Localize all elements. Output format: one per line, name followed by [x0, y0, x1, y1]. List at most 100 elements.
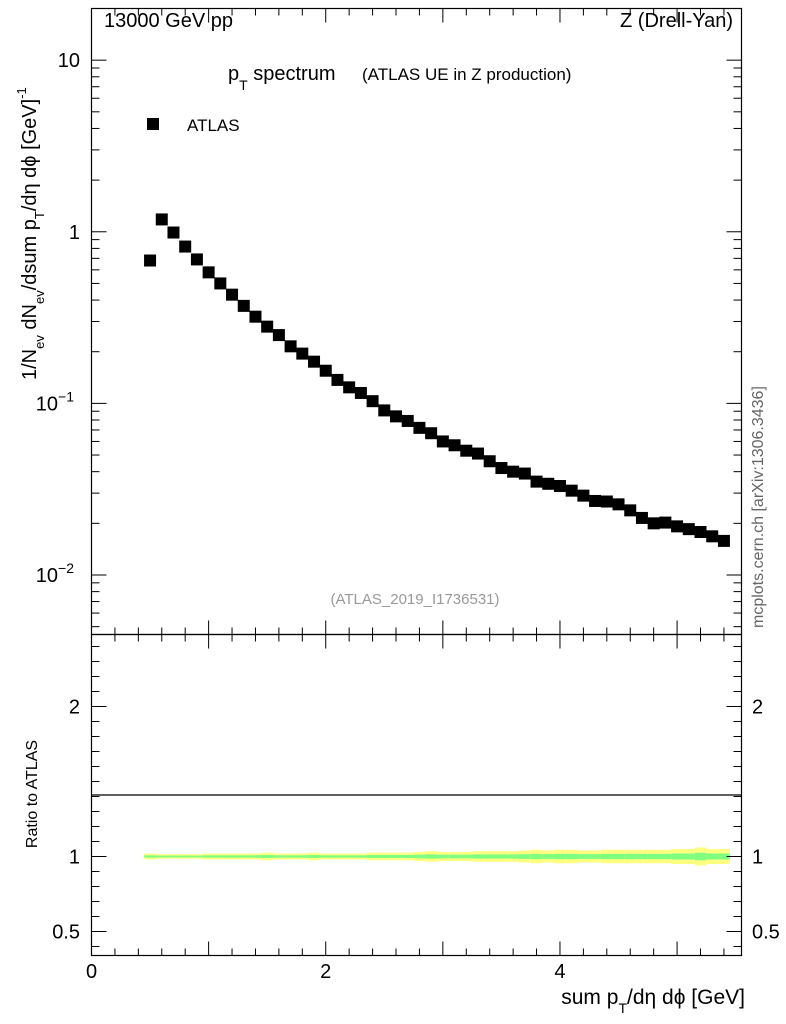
y-tick-label: 1: [69, 222, 80, 244]
ratio-band-inner: [671, 853, 683, 860]
data-point: [647, 517, 660, 530]
data-point: [202, 266, 215, 279]
data-point: [261, 320, 274, 333]
data-point: [413, 421, 426, 434]
ratio-band-inner: [565, 853, 578, 860]
ratio-band-inner: [542, 854, 555, 859]
data-point: [553, 480, 566, 493]
ratio-band-inner: [261, 855, 274, 858]
ratio-band-inner: [226, 855, 238, 858]
data-point: [565, 484, 578, 497]
ratio-band-inner: [718, 853, 730, 860]
ratio-band-inner: [518, 854, 531, 859]
ratio-bands: [144, 847, 730, 866]
data-point: [671, 520, 684, 533]
data-point: [530, 475, 543, 488]
data-point: [144, 254, 157, 267]
analysis-watermark: (ATLAS_2019_I1736531): [330, 591, 499, 608]
y-tick-label-base: 10: [58, 50, 80, 72]
ratio-band-inner: [647, 853, 660, 860]
data-point: [577, 489, 590, 502]
xlabel-a: sum p: [561, 986, 618, 1009]
data-point: [190, 253, 203, 266]
data-point: [518, 467, 531, 480]
ratio-band-inner: [214, 855, 227, 858]
data-point: [214, 277, 227, 290]
data-point: [343, 381, 356, 394]
data-point: [237, 299, 250, 312]
ylabel-c: /dsum p: [19, 219, 41, 290]
ratio-band-inner: [682, 853, 695, 860]
plot-title: pT spectrum: [228, 63, 336, 93]
ylabel-a: 1/N: [19, 349, 41, 380]
ratio-band-inner: [249, 855, 262, 858]
data-point: [390, 410, 403, 423]
data-point: [155, 213, 168, 226]
ylabel-b: dN: [19, 304, 41, 335]
ratio-band-inner: [624, 853, 637, 860]
data-point: [401, 414, 414, 427]
data-point: [460, 444, 473, 457]
process-label: Z (Drell-Yan): [620, 10, 733, 32]
ratio-tick-label-right: 2: [752, 697, 763, 719]
data-point: [366, 395, 379, 408]
data-point: [624, 504, 637, 517]
ratio-tick-label-left: 2: [69, 697, 80, 719]
y-tick-label-base: 10: [36, 393, 58, 415]
plot-subtitle: (ATLAS UE in Z production): [362, 65, 571, 84]
ratio-band-inner: [191, 855, 203, 858]
ylabel-sup: -1: [14, 87, 29, 99]
ratio-band-inner: [425, 854, 437, 859]
data-point: [706, 530, 719, 543]
ratio-band-inner: [343, 855, 356, 858]
y-tick-label-base: 10: [36, 565, 58, 587]
ylabel-d: /dη dϕ [GeV]: [19, 99, 41, 211]
ratio-band-inner: [155, 855, 168, 858]
data-point: [249, 310, 262, 323]
y-axis-title: 1/Nev dNev/dsum pT/dη dϕ [GeV]-1: [14, 87, 47, 380]
data-point: [483, 455, 496, 468]
data-point: [331, 373, 344, 386]
ratio-band-inner: [366, 855, 379, 858]
ratio-band-inner: [460, 854, 473, 859]
ratio-band-inner: [296, 855, 309, 858]
y-tick-label: 10−1: [36, 388, 74, 415]
ratio-band-inner: [612, 853, 625, 860]
axis-ticks: [91, 8, 742, 956]
ratio-band-inner: [436, 854, 449, 859]
ratio-band-inner: [577, 854, 590, 859]
ratio-band-inner: [390, 855, 402, 858]
ratio-y-axis-title: Ratio to ATLAS: [24, 740, 41, 848]
data-point: [354, 386, 367, 399]
ratio-band-inner: [554, 853, 566, 860]
ratio-band-inner: [378, 855, 391, 858]
legend-label: ATLAS: [187, 116, 240, 135]
ratio-band-inner: [483, 854, 496, 859]
ratio-band-inner: [284, 855, 297, 858]
ratio-band-inner: [167, 855, 180, 858]
ratio-band-inner: [448, 854, 461, 859]
ratio-band-inner: [472, 854, 484, 859]
ylabel-sub3: T: [32, 211, 47, 219]
ratio-band-inner: [331, 855, 344, 858]
ratio-band-inner: [636, 853, 648, 860]
ratio-band-inner: [202, 855, 215, 858]
xlabel-sub: T: [618, 1000, 627, 1016]
y-tick-label-exp: −1: [58, 388, 74, 404]
x-tick-label: 0: [86, 961, 97, 983]
data-point: [694, 526, 707, 539]
y-tick-label: 10−2: [36, 560, 74, 587]
ratio-tick-label-left: 0.5: [52, 922, 80, 944]
ratio-tick-label-right: 1: [752, 847, 763, 869]
ratio-band-inner: [694, 852, 707, 861]
y-tick-label-exp: −2: [58, 560, 74, 576]
main-plot-frame: [90, 7, 743, 636]
data-point: [612, 498, 625, 511]
ratio-band-inner: [355, 855, 367, 858]
data-point: [507, 465, 520, 478]
data-point: [308, 355, 321, 368]
ratio-tick-label-left: 1: [69, 847, 80, 869]
ratio-band-inner: [144, 855, 156, 858]
data-point: [659, 516, 672, 529]
